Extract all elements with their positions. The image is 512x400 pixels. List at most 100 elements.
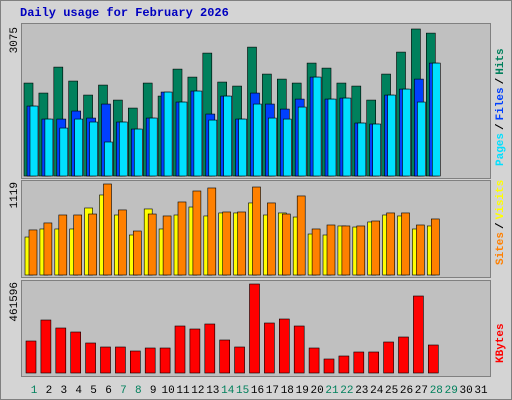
bar: [311, 228, 321, 276]
bar: [338, 355, 350, 374]
bar: [177, 201, 187, 276]
legend-separator: /: [495, 77, 507, 84]
bar: [238, 118, 247, 177]
bar: [28, 229, 38, 276]
bar: [297, 106, 307, 177]
bar: [427, 344, 439, 374]
bar: [383, 341, 394, 374]
bar: [417, 101, 426, 177]
bar: [59, 127, 69, 177]
bar: [430, 218, 440, 276]
x-tick-label: 28: [430, 385, 443, 397]
x-tick-label: 19: [296, 385, 309, 397]
bar: [402, 88, 411, 177]
bar: [44, 118, 54, 177]
x-tick-label: 17: [266, 385, 279, 397]
x-tick-label: 8: [135, 385, 142, 397]
bar: [89, 121, 98, 177]
bar: [387, 94, 396, 177]
bar: [323, 358, 335, 374]
x-tick-label: 11: [176, 385, 190, 397]
x-tick-label: 16: [251, 385, 264, 397]
bar: [55, 327, 67, 374]
bar: [353, 351, 365, 374]
bar: [401, 212, 410, 276]
bar: [278, 318, 290, 374]
bar: [204, 323, 216, 374]
bar: [342, 97, 352, 177]
legend-entry: KBytes: [495, 323, 507, 363]
bar: [118, 209, 127, 276]
bar: [413, 295, 424, 374]
legend-entry: Sites: [495, 232, 507, 265]
x-tick-label: 13: [206, 385, 219, 397]
bar: [296, 195, 306, 276]
x-tick-label: 23: [355, 385, 368, 397]
bar: [326, 224, 336, 276]
bar: [88, 213, 97, 276]
bar: [174, 325, 186, 374]
chart-title: Daily usage for February 2026: [20, 6, 229, 20]
legend: Sites / Visits: [495, 180, 507, 265]
bar: [368, 351, 380, 374]
bar: [308, 347, 320, 374]
bar: [85, 342, 96, 374]
bar: [416, 224, 425, 276]
bar: [312, 76, 322, 177]
x-tick-label: 18: [281, 385, 294, 397]
bar: [58, 214, 68, 276]
legend: Pages / Files / Hits: [495, 48, 507, 166]
bar: [159, 347, 171, 374]
legend-entry: Files: [495, 87, 507, 120]
bar: [43, 222, 53, 276]
bar: [431, 62, 441, 177]
bar: [208, 119, 218, 177]
legend-separator: /: [495, 123, 507, 130]
legend-entry: Pages: [495, 133, 507, 166]
bar: [267, 202, 276, 276]
bar: [249, 283, 260, 374]
legend-entry: Hits: [495, 48, 507, 74]
bar: [148, 117, 158, 177]
bar: [100, 346, 111, 374]
bar: [386, 212, 395, 276]
bar: [222, 211, 231, 276]
x-tick-label: 4: [75, 385, 82, 397]
bar: [371, 220, 381, 276]
y-tick-label: 1119: [9, 182, 21, 208]
bar: [207, 187, 217, 276]
x-tick-label: 1: [31, 385, 38, 397]
legend-entry: Visits: [495, 180, 507, 220]
x-tick-label: 2: [46, 385, 53, 397]
bar: [104, 141, 113, 177]
x-tick-label: 10: [161, 385, 174, 397]
bar: [130, 350, 141, 374]
bar: [372, 123, 382, 177]
bar: [133, 230, 142, 276]
x-tick-label: 25: [385, 385, 398, 397]
bar: [115, 346, 126, 374]
x-tick-label: 6: [105, 385, 112, 397]
bar: [163, 91, 173, 177]
bar: [281, 213, 291, 276]
bar: [357, 122, 367, 177]
bar: [356, 225, 366, 276]
bar: [162, 215, 172, 276]
x-tick-label: 26: [400, 385, 413, 397]
bar: [178, 101, 188, 177]
bar: [223, 95, 232, 177]
y-tick-label: 461596: [9, 282, 21, 322]
x-tick-label: 30: [459, 385, 472, 397]
x-tick-label: 14: [221, 385, 235, 397]
bar: [70, 331, 81, 374]
x-tick-label: 24: [370, 385, 384, 397]
bar: [29, 105, 39, 177]
bar: [144, 347, 156, 374]
x-tick-label: 22: [340, 385, 353, 397]
bar: [119, 121, 128, 177]
x-tick-label: 15: [236, 385, 249, 397]
x-tick-label: 20: [310, 385, 323, 397]
bar: [73, 214, 82, 276]
bar: [398, 336, 409, 374]
